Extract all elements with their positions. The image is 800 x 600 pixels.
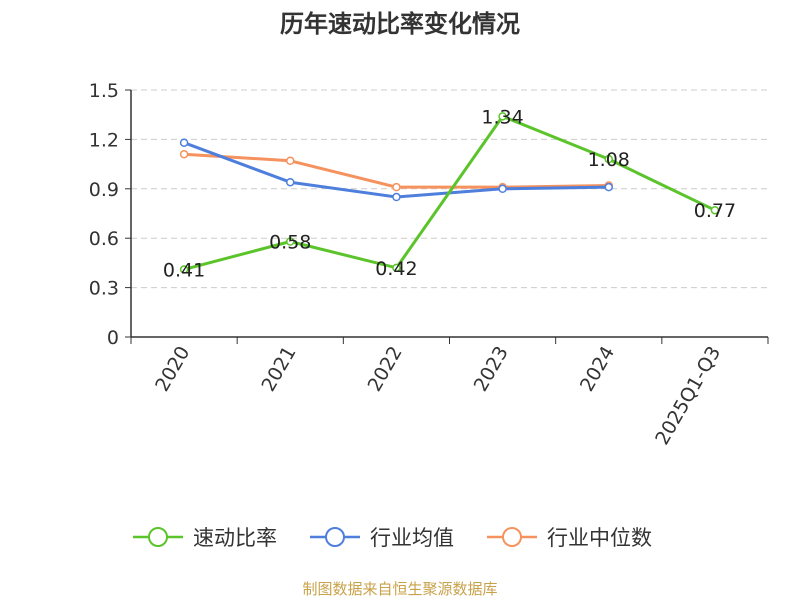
data-label: 0.41: [163, 259, 205, 281]
series-point: [286, 156, 295, 166]
data-label: 0.42: [375, 258, 417, 280]
series-point: [286, 177, 295, 187]
series-point: [498, 112, 507, 121]
series-point: [392, 263, 401, 273]
series-line: [183, 152, 609, 189]
y-tick-label: 1.2: [89, 129, 119, 151]
series-point: [604, 154, 613, 164]
y-tick-label: 0.3: [89, 278, 119, 300]
source-note: 制图数据来自恒生聚源数据库: [302, 580, 497, 598]
data-label: 1.08: [588, 149, 630, 171]
legend-item: 行业中位数: [487, 526, 652, 550]
series-point: [392, 192, 401, 202]
data-label: 0.77: [694, 200, 736, 222]
series-point: [179, 149, 189, 159]
x-tick-label: 2025Q1-Q3: [651, 343, 725, 449]
legend-label: 速动比率: [193, 526, 277, 550]
y-tick-label: 1.5: [89, 80, 119, 102]
series-point: [604, 182, 613, 192]
x-tick-label: 2024: [576, 343, 619, 396]
data-label: 1.34: [481, 106, 523, 128]
series-point: [392, 182, 401, 192]
series-lines: [179, 112, 720, 274]
data-label: 0.58: [269, 231, 311, 253]
legend-label: 行业中位数: [547, 526, 652, 550]
data-labels: 0.41 0.58 0.42 1.34 1.08 0.77: [163, 106, 736, 281]
x-tick-label: 2023: [470, 343, 513, 396]
x-tick-label: 2021: [257, 343, 300, 396]
grid-lines: [131, 89, 768, 289]
series-point: [498, 184, 507, 194]
legend-label: 行业均值: [370, 526, 454, 550]
y-tick-label: 0.9: [89, 179, 119, 201]
y-tick-label: 0.6: [89, 228, 119, 250]
x-tick-label: 2022: [364, 343, 407, 396]
legend: 速动比率 行业均值 行业中位数: [133, 526, 652, 550]
legend-item: 行业均值: [310, 526, 454, 550]
legend-item: 速动比率: [133, 526, 277, 550]
y-tick-label: 0: [107, 327, 119, 349]
legend-swatch-marker: [325, 527, 345, 547]
series-point: [710, 205, 720, 215]
legend-swatch-marker: [502, 527, 522, 547]
x-tick-label: 2020: [151, 343, 194, 396]
series-point: [179, 138, 189, 147]
legend-swatch-marker: [148, 527, 168, 547]
series-point: [179, 265, 189, 274]
series-line: [183, 114, 716, 271]
series-point: [286, 237, 295, 246]
chart-title: 历年速动比率变化情况: [280, 10, 520, 38]
